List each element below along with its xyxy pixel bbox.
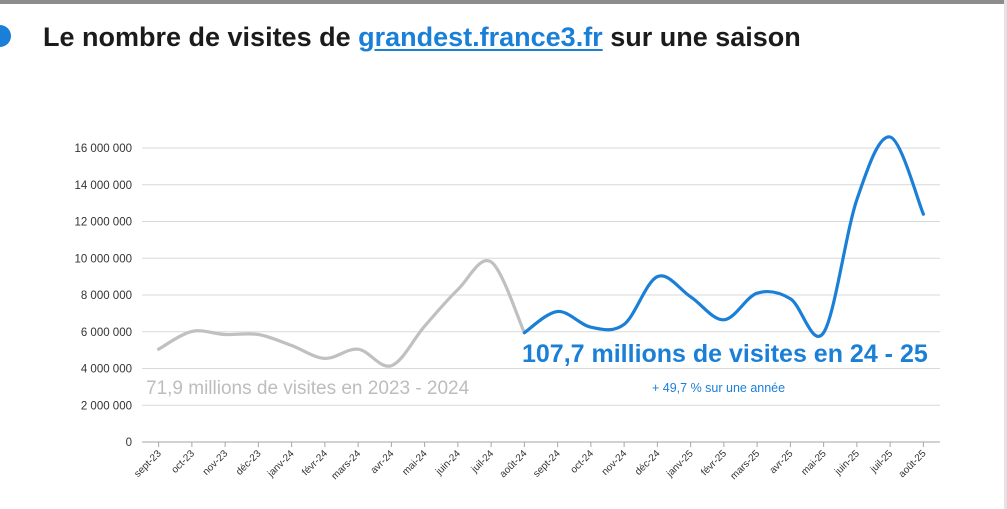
annotation-growth: + 49,7 % sur une année (652, 381, 785, 395)
x-tick-label: mars-25 (729, 448, 763, 482)
x-tick-label: sept-23 (132, 448, 164, 480)
series-line-2023-2024 (157, 259, 526, 368)
x-tick-label: août-25 (897, 448, 929, 480)
right-border (1004, 0, 1007, 509)
title-prefix: Le nombre de visites de (43, 22, 359, 52)
x-tick-label: févr-24 (300, 448, 330, 478)
x-tick-label: avr-24 (369, 448, 397, 476)
x-tick-label: juil-25 (868, 448, 896, 476)
y-tick-label: 10 000 000 (74, 253, 132, 265)
y-tick-label: 16 000 000 (74, 143, 132, 155)
series-line-2024-2025 (522, 135, 925, 338)
page-title: Le nombre de visites de grandest.france3… (43, 22, 801, 53)
x-tick-label: oct-24 (569, 448, 597, 476)
x-tick-label: nov-24 (600, 448, 630, 478)
series-lines (157, 135, 925, 368)
x-tick-label: avr-25 (768, 448, 796, 476)
x-tick-label: août-24 (498, 448, 530, 480)
title-accent-marker (0, 25, 11, 47)
y-tick-label: 14 000 000 (74, 180, 132, 192)
y-tick-label: 0 (126, 437, 132, 449)
x-tick-label: janv-25 (664, 448, 696, 480)
x-tick-label: déc-23 (234, 448, 264, 478)
title-site-link[interactable]: grandest.france3.fr (358, 22, 603, 52)
x-tick-label: févr-25 (699, 448, 729, 478)
y-tick-label: 12 000 000 (74, 217, 132, 229)
x-tick-label: juin-24 (433, 448, 463, 478)
y-tick-label: 6 000 000 (81, 327, 132, 339)
x-tick-label: oct-23 (170, 448, 198, 476)
x-axis-ticks: sept-23 oct-23 nov-23 déc-23 janv-24 févr-24 m… (132, 442, 929, 482)
x-tick-label: mai-24 (400, 448, 430, 478)
title-suffix: sur une saison (602, 22, 801, 52)
y-tick-label: 4 000 000 (81, 364, 132, 376)
x-tick-label: mai-25 (799, 448, 829, 478)
y-tick-label: 2 000 000 (81, 400, 132, 412)
x-tick-label: mars-24 (330, 448, 364, 482)
annotation-2024-2025-total: 107,7 millions de visites en 24 - 25 (522, 340, 928, 368)
x-tick-label: nov-23 (201, 448, 231, 478)
y-tick-label: 8 000 000 (81, 290, 132, 302)
x-tick-label: janv-24 (265, 448, 297, 480)
grid-lines (142, 147, 940, 443)
top-border (0, 0, 1007, 4)
annotation-2023-2024-total: 71,9 millions de visites en 2023 - 2024 (146, 378, 470, 399)
x-tick-label: sept-24 (531, 448, 563, 480)
y-axis-ticks: 0 2 000 000 4 000 000 6 000 000 8 000 000 10 … (74, 143, 132, 449)
x-tick-label: juil-24 (469, 448, 497, 476)
x-tick-label: déc-24 (633, 448, 663, 478)
x-tick-label: juin-25 (832, 448, 862, 478)
